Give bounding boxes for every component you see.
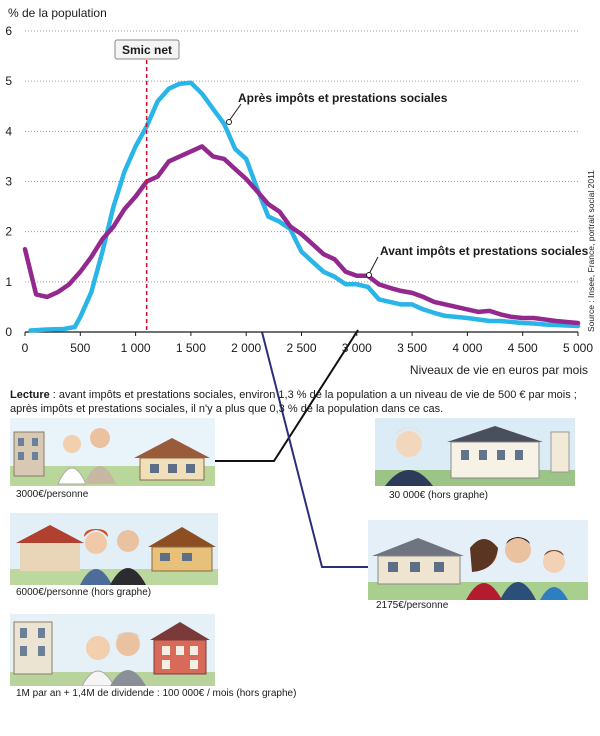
series-line-apres [28,80,581,333]
series-line-avant [22,144,581,326]
smic-label-box [114,39,180,60]
y-tick-label-4: 4 [5,124,12,138]
x-tick-label-4500: 4 500 [508,341,538,355]
annotation-avant: Avant impôts et prestations sociales [380,244,589,258]
x-tick-label-2500: 2 500 [286,341,316,355]
x-tick-label-4000: 4 000 [452,341,482,355]
x-tick-label-5000: 5 000 [563,341,593,355]
smic-label: Smic net [122,43,172,57]
connector-3000 [215,329,359,462]
y-tick-label-2: 2 [5,225,12,239]
lecture-line2: après impôts et prestations sociales, il… [10,403,444,415]
caption-2175: 2175€/personne [376,600,449,611]
caption-30000: 30 000€ (hors graphe) [389,490,488,501]
y-tick-label-5: 5 [5,74,12,88]
x-tick-label-1000: 1 000 [121,341,151,355]
illustration-family-house [368,520,588,600]
connector-2175 [261,331,368,568]
source-note: Source : Insee, France, portrait social … [586,170,596,332]
caption-6000: 6000€/personne (hors graphe) [16,587,152,598]
annotation-leader-apres [228,103,242,122]
series [22,60,581,333]
x-tick-label-0: 0 [22,341,29,355]
illustration-couple-chalet [10,513,218,585]
y-tick-label-1: 1 [5,275,12,289]
y-tick-label-3: 3 [5,175,12,189]
y-tick-label-6: 6 [5,24,12,38]
x-tick-label-2000: 2 000 [231,341,261,355]
lecture-bold: Lecture [10,389,50,401]
illustration-rich-couple [10,614,215,686]
annotation-marker-avant [366,272,372,278]
illustration-elderly-woman [375,418,575,486]
annotation-apres: Après impôts et prestations sociales [238,91,448,105]
annotation-marker-apres [226,119,232,125]
caption-1m: 1M par an + 1,4M de dividende : 100 000€… [16,688,297,699]
lecture-note: Lecture : avant impôts et prestations so… [10,388,595,416]
x-tick-label-1500: 1 500 [176,341,206,355]
annotation-leader-avant [368,256,379,275]
lecture-line1: : avant impôts et prestations sociales, … [49,389,577,401]
y-axis-title: % de la population [8,6,107,20]
illustration-seniors [10,418,215,486]
x-axis-title: Niveaux de vie en euros par mois [410,363,588,377]
x-tick-label-3000: 3 000 [342,341,372,355]
y-tick-label-0: 0 [5,325,12,339]
x-tick-label-500: 500 [70,341,90,355]
x-tick-label-3500: 3 500 [397,341,427,355]
axes: 0 1 2 3 4 5 6 0 500 1 000 1 500 2 000 2 500 3 000 3 50… [5,24,593,355]
caption-3000: 3000€/personne [16,489,89,500]
